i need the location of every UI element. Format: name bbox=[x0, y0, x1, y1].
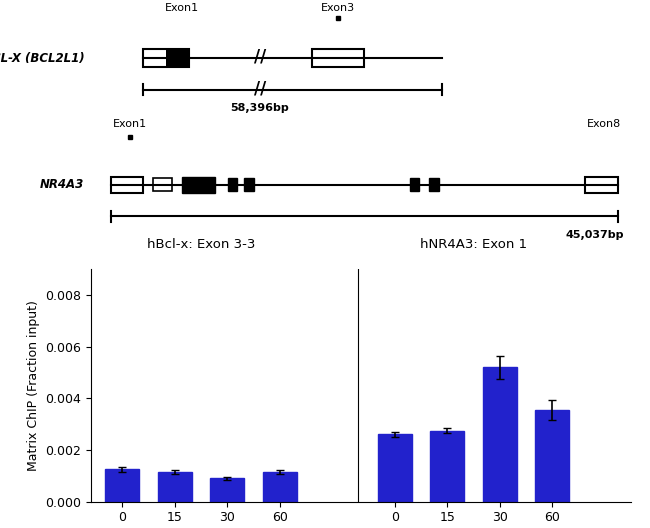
Bar bbox=[182, 177, 215, 193]
Text: Exon1: Exon1 bbox=[113, 119, 147, 129]
Text: //: // bbox=[254, 48, 266, 66]
Bar bbox=[312, 49, 364, 67]
Text: Exon3: Exon3 bbox=[321, 3, 355, 13]
Text: Exon1: Exon1 bbox=[165, 3, 199, 13]
Bar bbox=[105, 469, 140, 502]
Bar bbox=[378, 435, 412, 502]
Text: //: // bbox=[254, 79, 266, 98]
Text: NR4A3: NR4A3 bbox=[40, 178, 84, 191]
Bar bbox=[585, 177, 618, 193]
Text: Exon8: Exon8 bbox=[588, 119, 621, 129]
Bar bbox=[429, 178, 439, 191]
Text: 58,396bp: 58,396bp bbox=[231, 103, 289, 113]
Y-axis label: Matrix ChIP (Fraction input): Matrix ChIP (Fraction input) bbox=[27, 300, 40, 471]
Bar bbox=[227, 178, 237, 191]
Bar bbox=[482, 367, 517, 502]
Bar bbox=[430, 431, 464, 502]
Text: hNR4A3: Exon 1: hNR4A3: Exon 1 bbox=[420, 238, 527, 251]
Bar bbox=[210, 478, 244, 502]
Bar bbox=[244, 178, 254, 191]
Text: hBcl-x: Exon 3-3: hBcl-x: Exon 3-3 bbox=[147, 238, 255, 251]
Bar bbox=[263, 472, 296, 502]
Bar bbox=[535, 410, 569, 502]
Bar bbox=[153, 178, 172, 191]
Bar bbox=[158, 472, 192, 502]
Bar bbox=[143, 49, 188, 67]
Text: 45,037bp: 45,037bp bbox=[566, 230, 624, 240]
Bar bbox=[166, 49, 188, 67]
Text: BCL-X (BCL2L1): BCL-X (BCL2L1) bbox=[0, 52, 84, 64]
Bar bbox=[111, 177, 143, 193]
Bar bbox=[410, 178, 419, 191]
